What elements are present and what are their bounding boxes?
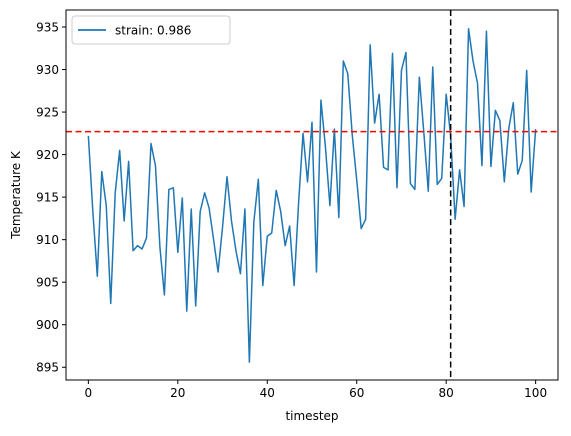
reference-lines: [66, 10, 558, 380]
y-tick-label: 925: [36, 105, 59, 119]
y-tick-label: 930: [36, 63, 59, 77]
y-tick-label: 910: [36, 233, 59, 247]
legend-label: strain: 0.986: [115, 24, 191, 38]
x-axis-ticks: 0 20 40 60 80 100: [85, 380, 547, 400]
y-tick-label: 935: [36, 20, 59, 34]
x-tick-label: 100: [524, 386, 547, 400]
y-tick-label: 900: [36, 318, 59, 332]
plot-area: [87, 27, 537, 363]
y-axis-ticks: 895 900 905 910 915 920 925 930 935: [36, 20, 66, 375]
x-axis-label: timestep: [285, 409, 338, 423]
legend: strain: 0.986: [71, 15, 231, 45]
x-tick-label: 0: [85, 386, 93, 400]
x-tick-label: 60: [349, 386, 364, 400]
axes-frame: [65, 9, 559, 381]
y-tick-label: 920: [36, 148, 59, 162]
y-tick-label: 895: [36, 361, 59, 375]
x-tick-label: 20: [170, 386, 185, 400]
series-line-0: [87, 27, 537, 363]
y-axis-label: Temperature K: [9, 150, 23, 240]
legend-box: [71, 15, 231, 45]
x-tick-label: 80: [439, 386, 454, 400]
x-tick-label: 40: [260, 386, 275, 400]
y-tick-label: 905: [36, 275, 59, 289]
y-tick-label: 915: [36, 190, 59, 204]
